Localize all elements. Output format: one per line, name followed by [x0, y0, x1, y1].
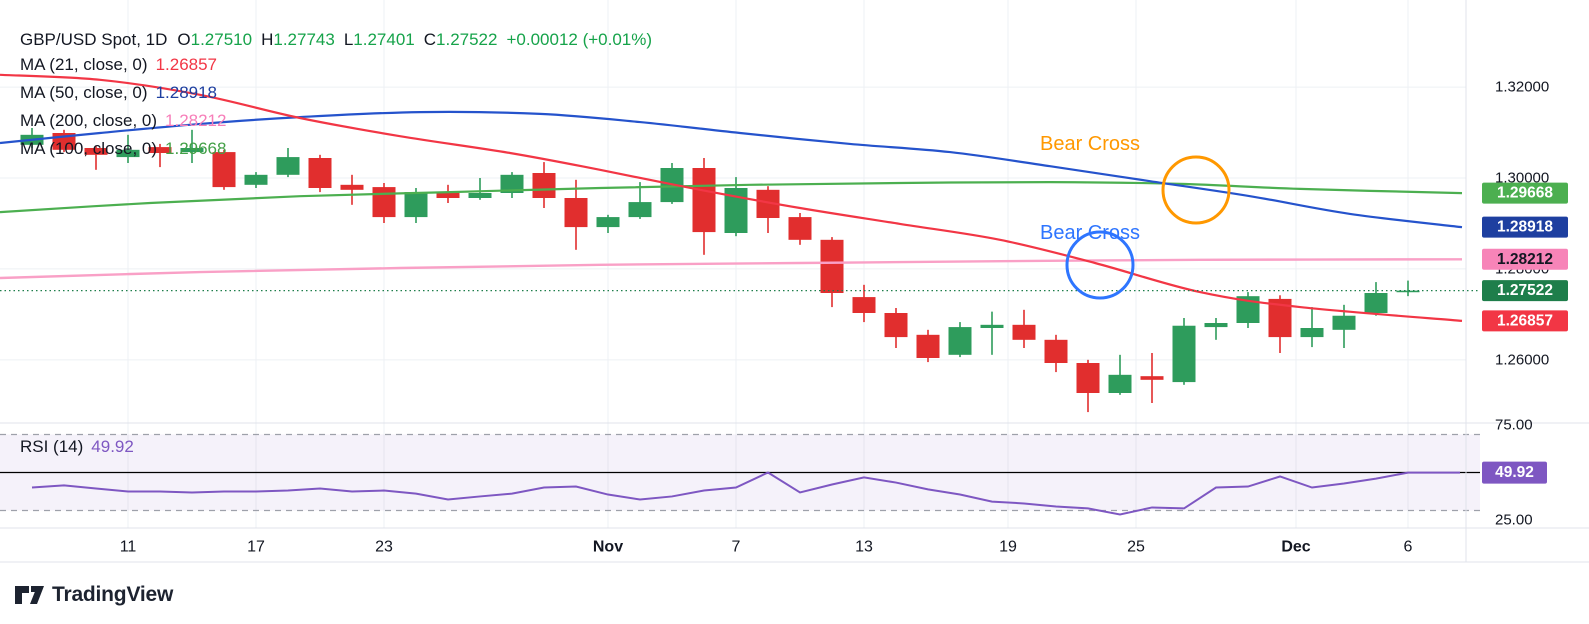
rsi-line [31, 471, 1460, 516]
candle-body [436, 193, 460, 198]
ma200-line [0, 258, 1463, 280]
rsi-badge [1482, 461, 1547, 484]
candle-body [980, 324, 1004, 328]
ohlc-high: H1.27743 [261, 30, 335, 49]
candle-body [1108, 374, 1132, 393]
time-axis-label[interactable]: 7 [732, 539, 741, 556]
time-axis-label[interactable]: Dec [1281, 539, 1310, 556]
candle-body [84, 148, 108, 155]
price-badge-label: 1.28212 [1497, 251, 1553, 268]
candle-body [116, 149, 140, 158]
tradingview-logo-icon [15, 586, 44, 604]
price-axis-tick: 1.32000 [1495, 79, 1549, 96]
candle-body [820, 239, 844, 293]
time-axis-label[interactable]: 25 [1127, 539, 1145, 556]
rsi-badge-label: 49.92 [1495, 464, 1534, 481]
time-axis-label[interactable]: 23 [375, 539, 393, 556]
legend-ma-21: MA (21, close, 0) 1.26857 [20, 55, 218, 74]
time-axis-label[interactable]: 17 [247, 539, 265, 556]
candle-body [180, 148, 204, 153]
rsi-value: 49.92 [91, 437, 134, 456]
candle-body [1204, 323, 1228, 328]
brand-footer[interactable]: TradingView [14, 583, 173, 607]
ma50-line [0, 110, 1463, 229]
time-axis-label[interactable]: Nov [593, 539, 623, 556]
rsi-label: RSI (14) [20, 437, 84, 456]
legend-ma-100: MA (100, close, 0) 1.29668 [20, 139, 227, 158]
candle-body [628, 202, 652, 218]
brand-name: TradingView [52, 583, 174, 606]
candle-body [1300, 328, 1324, 338]
price-badge [1482, 248, 1568, 270]
candle-body [372, 187, 396, 218]
candle-body [852, 297, 876, 313]
price-badge-label: 1.27522 [1497, 282, 1553, 299]
candle-body [948, 327, 972, 355]
time-axis-label[interactable]: 19 [999, 539, 1017, 556]
bear-cross-circle-orange [1161, 155, 1231, 225]
candle-body [916, 334, 940, 358]
candle-body [1172, 325, 1196, 383]
candle-body [1332, 315, 1356, 330]
candle-body [788, 217, 812, 240]
ohlc-open: O1.27510 [177, 30, 253, 49]
bear-cross-label-blue: Bear Cross [1040, 222, 1140, 244]
legend-ma-50: MA (50, close, 0) 1.28918 [20, 83, 218, 102]
candle-body [404, 192, 428, 218]
rsi-axis-tick: 25.00 [1495, 512, 1533, 529]
candle-body [1364, 293, 1388, 313]
candle-body [884, 313, 908, 338]
candle-body [1076, 363, 1100, 393]
time-axis-label[interactable]: 13 [855, 539, 873, 556]
candle-body [212, 152, 236, 188]
candle-body [1236, 296, 1260, 323]
candle-body [1044, 339, 1068, 363]
candle-body [564, 198, 588, 228]
symbol-legend: GBP/USD Spot, 1D O1.27510 H1.27743 L1.27401… [20, 30, 652, 50]
candle-body [724, 188, 748, 233]
candle-body [340, 184, 364, 190]
rsi-axis-tick: 75.00 [1495, 417, 1533, 434]
price-badge-label: 1.28918 [1497, 219, 1553, 236]
symbol-title: GBP/USD Spot, 1D [20, 30, 168, 49]
ma100-line [0, 180, 1463, 214]
candle-body [1268, 298, 1292, 338]
candle-body [468, 193, 492, 198]
candle-body [1012, 324, 1036, 340]
bear-cross-circle-blue [1065, 230, 1135, 300]
price-badge [1482, 216, 1568, 238]
price-badge-label: 1.26857 [1497, 312, 1553, 329]
candle-body [1396, 290, 1420, 293]
price-badge [1482, 182, 1568, 204]
bear-cross-label-orange: Bear Cross [1040, 133, 1140, 155]
ohlc-low: L1.27401 [343, 30, 415, 49]
ohlc-close: C1.27522 [423, 30, 498, 49]
price-badge [1482, 280, 1568, 302]
price-badge [1482, 310, 1568, 332]
candle-body [500, 174, 524, 193]
price-axis-tick: 1.30000 [1495, 170, 1549, 187]
legend-rsi: RSI (14) 49.92 [20, 437, 134, 457]
candle-body [596, 217, 620, 228]
candle-body [532, 173, 556, 198]
candle-body [692, 168, 716, 233]
candle-body [1140, 376, 1164, 380]
candle-body [276, 157, 300, 175]
candle-body [756, 189, 780, 218]
candle-body [148, 147, 172, 153]
price-change: +0.00012 (+0.01%) [506, 30, 653, 49]
ma21-line [0, 73, 1463, 322]
price-axis-tick: 1.26000 [1495, 351, 1549, 368]
price-badge-label: 1.29668 [1497, 185, 1553, 202]
candle-body [244, 174, 268, 185]
legend-ma-200: MA (200, close, 0) 1.28212 [20, 111, 227, 130]
time-axis-label[interactable]: 11 [120, 539, 137, 556]
time-axis-label[interactable]: 6 [1404, 539, 1413, 556]
candle-body [308, 158, 332, 188]
